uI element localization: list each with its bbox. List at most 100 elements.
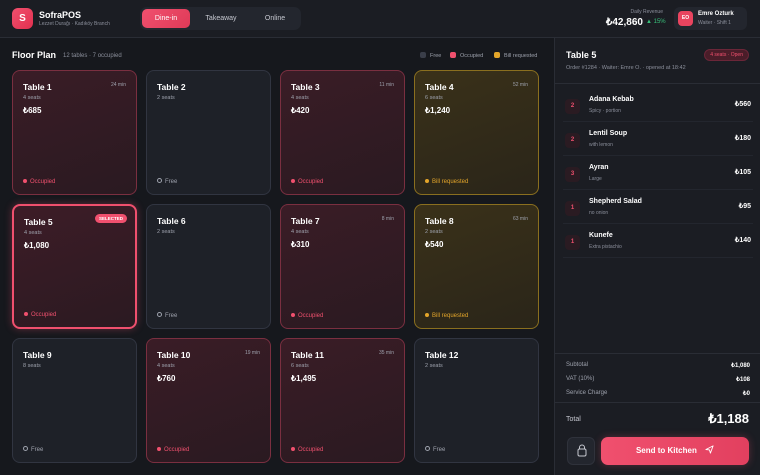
- table-status: Occupied: [23, 179, 55, 185]
- legend-swatch: [420, 52, 426, 58]
- table-card[interactable]: Table 10 4 seats ₺760 19 min Occupied: [146, 338, 271, 463]
- print-receipt-button[interactable]: [567, 437, 595, 465]
- branch-name: Lezzet Durağı · Kadıköy Branch: [39, 21, 110, 27]
- item-note: Extra pistachio: [589, 244, 622, 250]
- order-item[interactable]: 1 Kunefe Extra pistachio ₺140: [563, 226, 753, 258]
- user-menu[interactable]: EO Emre Ozturk Waiter · Shift 1: [674, 7, 747, 30]
- table-status: Bill requested: [425, 179, 468, 185]
- table-status: Free: [425, 446, 445, 453]
- table-card[interactable]: Table 11 6 seats ₺1,495 35 min Occupied: [280, 338, 405, 463]
- table-name: Table 9: [23, 350, 52, 360]
- status-label: Free: [433, 447, 446, 453]
- table-status: Occupied: [291, 447, 323, 453]
- legend-label: Bill requested: [504, 53, 538, 59]
- send-to-kitchen-button[interactable]: Send to Kitchen: [601, 437, 749, 465]
- item-price: ₺95: [738, 203, 751, 210]
- status-label: Occupied: [31, 312, 57, 318]
- table-amount: ₺310: [291, 240, 310, 249]
- item-note: Spicy · portion: [589, 108, 621, 114]
- table-card[interactable]: Table 2 2 seats Free: [146, 70, 271, 195]
- order-item[interactable]: 3 Ayran Large ₺105: [563, 158, 753, 190]
- item-quantity: 3: [565, 167, 580, 182]
- item-name: Shepherd Salad: [589, 198, 642, 205]
- summary-value: ₺1,080: [731, 363, 750, 369]
- table-elapsed-time: 24 min: [110, 82, 126, 88]
- divider: [563, 121, 753, 122]
- table-card[interactable]: Table 5 4 seats ₺1,080 SELECTED Occupied: [12, 204, 137, 329]
- summary-row: VAT (10%) ₺108: [566, 376, 750, 383]
- status-dot-icon: [425, 179, 429, 183]
- table-name: Table 12: [425, 350, 459, 360]
- order-meta: Order #1284 · Waiter: Emre O. · opened a…: [566, 65, 686, 71]
- table-amount: ₺760: [157, 374, 176, 383]
- order-item[interactable]: 1 Shepherd Salad no onion ₺95: [563, 192, 753, 224]
- divider: [555, 83, 760, 84]
- table-status: Free: [23, 446, 43, 453]
- table-amount: ₺685: [23, 106, 42, 115]
- status-label: Bill requested: [432, 179, 469, 185]
- tab-takeaway[interactable]: Takeaway: [205, 15, 237, 22]
- tab-dine-in[interactable]: Dine-in: [142, 9, 190, 28]
- legend-swatch: [494, 52, 500, 58]
- status-label: Occupied: [298, 313, 324, 319]
- table-card[interactable]: Table 7 4 seats ₺310 8 min Occupied: [280, 204, 405, 329]
- table-elapsed-time: 11 min: [379, 82, 394, 88]
- status-label: Free: [31, 447, 44, 453]
- table-seats: 2 seats: [157, 229, 175, 235]
- table-name: Table 11: [291, 350, 324, 360]
- table-card[interactable]: Table 4 6 seats ₺1,240 52 min Bill requested: [414, 70, 539, 195]
- table-name: Table 4: [425, 82, 454, 92]
- item-price: ₺140: [734, 237, 751, 244]
- divider: [563, 155, 753, 156]
- item-name: Lentil Soup: [589, 130, 628, 137]
- table-status: Free: [157, 312, 177, 319]
- avatar: EO: [678, 11, 693, 26]
- status-label: Occupied: [298, 447, 324, 453]
- status-dot-icon: [157, 312, 162, 317]
- total-label: Total: [566, 416, 581, 423]
- table-card[interactable]: Table 6 2 seats Free: [146, 204, 271, 329]
- table-seats: 2 seats: [157, 95, 175, 101]
- table-seats: 2 seats: [425, 229, 443, 235]
- status-dot-icon: [291, 447, 295, 451]
- table-seats: 4 seats: [24, 230, 42, 236]
- table-elapsed-time: 52 min: [512, 82, 528, 88]
- table-amount: ₺1,080: [24, 241, 50, 250]
- status-dot-icon: [23, 446, 28, 451]
- table-card[interactable]: Table 1 4 seats ₺685 24 min Occupied: [12, 70, 137, 195]
- receipt-icon: [577, 444, 587, 457]
- table-card[interactable]: Table 3 4 seats ₺420 11 min Occupied: [280, 70, 405, 195]
- table-seats: 2 seats: [425, 363, 443, 369]
- table-status: Occupied: [291, 313, 323, 319]
- table-name: Table 2: [157, 82, 186, 92]
- table-amount: ₺1,495: [291, 374, 317, 383]
- legend-label: Free: [430, 53, 442, 59]
- table-card[interactable]: Table 9 8 seats Free: [12, 338, 137, 463]
- order-item[interactable]: 2 Adana Kebab Spicy · portion ₺560: [563, 90, 753, 122]
- order-status-badge: 4 seats · Open: [704, 49, 749, 61]
- app-name: SofraPOS: [39, 10, 82, 20]
- tab-online[interactable]: Online: [264, 15, 286, 22]
- table-seats: 4 seats: [291, 229, 309, 235]
- status-dot-icon: [157, 447, 161, 451]
- send-icon: [705, 445, 714, 454]
- summary-value: ₺108: [736, 377, 750, 383]
- status-label: Free: [165, 179, 178, 185]
- status-dot-icon: [23, 179, 27, 183]
- table-seats: 8 seats: [23, 363, 41, 369]
- table-amount: ₺420: [291, 106, 310, 115]
- order-panel: Table 5 Order #1284 · Waiter: Emre O. · …: [554, 38, 760, 475]
- status-dot-icon: [291, 179, 295, 183]
- table-card[interactable]: Table 12 2 seats Free: [414, 338, 539, 463]
- selected-badge: SELECTED: [94, 214, 127, 223]
- order-item[interactable]: 2 Lentil Soup with lemon ₺180: [563, 124, 753, 156]
- item-name: Ayran: [589, 164, 609, 171]
- summary-label: VAT (10%): [566, 376, 595, 382]
- revenue-delta: ▲ 15%: [646, 19, 666, 25]
- legend-bill-requested: Bill requested: [494, 52, 537, 59]
- status-dot-icon: [157, 178, 162, 183]
- table-elapsed-time: 8 min: [381, 216, 394, 222]
- table-elapsed-time: 19 min: [244, 350, 260, 356]
- table-card[interactable]: Table 8 2 seats ₺540 63 min Bill requested: [414, 204, 539, 329]
- floor-summary: 12 tables · 7 occupied: [63, 53, 122, 59]
